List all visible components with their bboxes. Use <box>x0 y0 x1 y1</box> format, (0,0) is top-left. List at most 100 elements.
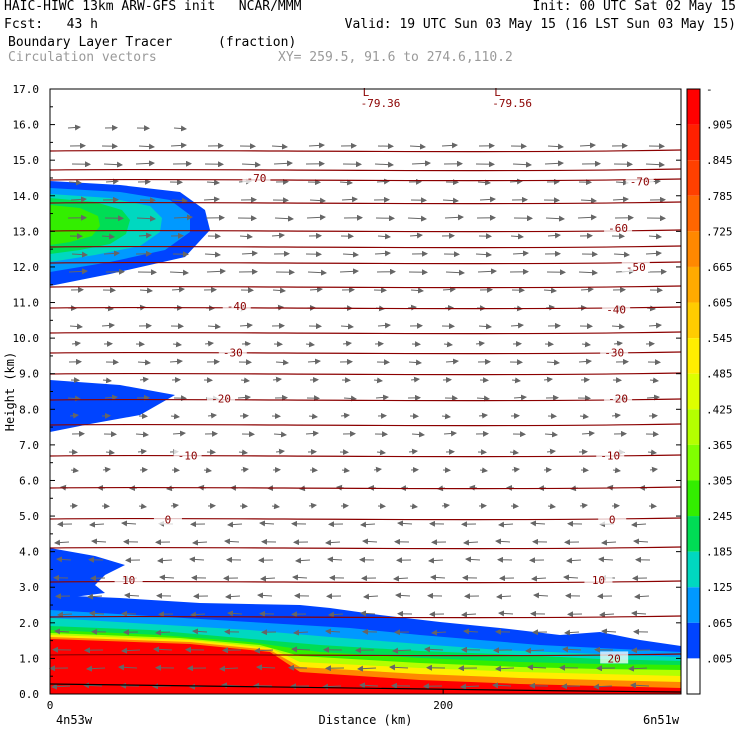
circulation-vector <box>496 593 512 600</box>
isotherm-label-bg <box>602 302 631 315</box>
circulation-vector <box>441 413 451 420</box>
circulation-vectors-layer <box>49 124 667 690</box>
circulation-vector <box>203 196 220 203</box>
circulation-vector <box>441 502 450 509</box>
circulation-vector <box>547 143 564 150</box>
circulation-vector <box>599 611 615 618</box>
x-axis-title: Distance (km) <box>319 713 413 727</box>
circulation-vector <box>57 611 73 618</box>
colorbar-swatch <box>687 587 700 623</box>
header-forecast: Fcst: 43 h <box>4 17 98 32</box>
tracer-elevated-layer-6 <box>50 380 175 432</box>
circulation-vector <box>613 340 623 347</box>
circulation-vector <box>192 628 208 635</box>
tracer-fill-layer <box>50 89 681 694</box>
circulation-vector <box>409 143 426 150</box>
circulation-vector <box>102 377 112 384</box>
circulation-vector <box>360 610 376 617</box>
circulation-vector <box>135 431 149 438</box>
circulation-vector <box>305 430 319 437</box>
circulation-vector <box>411 160 431 167</box>
circulation-vector <box>376 449 386 456</box>
circulation-vector <box>631 610 647 617</box>
colorbar-label: .185 <box>706 546 733 559</box>
circulation-vector <box>105 178 119 185</box>
circulation-vector <box>225 593 241 600</box>
circulation-vector <box>543 376 553 383</box>
circulation-vector <box>579 502 588 509</box>
colorbar-swatch <box>687 658 700 694</box>
isotherm-label-bg <box>218 345 247 358</box>
circulation-vector <box>272 376 282 383</box>
circulation-vector <box>408 448 418 455</box>
circulation-vector <box>138 232 152 239</box>
isotherm-label: -40 <box>606 304 626 317</box>
circulation-vector <box>340 412 350 419</box>
circulation-vector <box>259 520 275 527</box>
circulation-vector <box>407 215 427 222</box>
circulation-vector <box>562 646 582 653</box>
isotherm-label: -70 <box>246 172 266 185</box>
circulation-vector <box>581 341 591 348</box>
circulation-vector <box>601 539 617 546</box>
circulation-vector <box>374 250 391 257</box>
circulation-vector <box>376 178 390 185</box>
circulation-vector <box>463 628 479 635</box>
circulation-vector <box>579 413 589 420</box>
isotherm-line-3 <box>49 178 682 182</box>
circulation-vector <box>373 466 382 473</box>
circulation-vector <box>509 449 519 456</box>
circulation-vector <box>441 142 458 149</box>
colorbar-label: .665 <box>706 261 733 274</box>
circulation-vector <box>410 287 424 294</box>
circulation-vector <box>363 593 379 600</box>
circulation-vector <box>83 682 103 689</box>
isotherm-line-1 <box>49 149 682 153</box>
y-tick-label: 14.0 <box>13 190 40 203</box>
axes-layer: 0.0 1.0 2.0 3.0 4.0 5.0 6.0 7.0 8.0 9.0 10.0 11.0 12… <box>3 83 682 727</box>
isotherm-line-13 <box>49 398 682 402</box>
circulation-vector <box>377 322 391 329</box>
circulation-vector <box>103 161 123 168</box>
header-init: Init: 00 UTC Sat 02 May 15 <box>532 0 737 14</box>
circulation-vector <box>445 269 465 276</box>
circulation-vector <box>101 322 115 329</box>
circulation-vector <box>511 466 520 473</box>
circulation-vector <box>544 431 558 438</box>
circulation-vector <box>271 503 280 510</box>
colorbar-label: .845 <box>706 154 733 167</box>
isotherm-label-bg <box>242 170 271 183</box>
circulation-vector <box>527 664 547 671</box>
circulation-vector <box>139 376 149 383</box>
circulation-vector <box>101 233 115 240</box>
circulation-vector <box>103 250 120 257</box>
circulation-vector <box>137 359 151 366</box>
circulation-vector <box>309 197 326 204</box>
colorbar-swatch <box>687 409 700 445</box>
isotherm-line-21 <box>49 653 682 657</box>
circulation-vector <box>633 538 649 545</box>
circulation-vector <box>56 556 72 563</box>
colorbar-label: .605 <box>706 297 733 310</box>
circulation-vector <box>118 664 138 671</box>
isotherm-label: 10 <box>122 574 135 587</box>
colorbar-label: .365 <box>706 439 733 452</box>
circulation-vector <box>157 557 173 564</box>
circulation-vector <box>531 575 547 582</box>
isotherm-label-bg <box>604 391 633 404</box>
circulation-vector <box>374 161 394 168</box>
circulation-vector <box>395 592 411 599</box>
circulation-vector <box>67 124 81 131</box>
isotherm-line-17 <box>49 517 682 521</box>
circulation-vector <box>295 557 311 564</box>
minimum-value-label: -79.56 <box>492 97 532 110</box>
circulation-vector <box>513 394 527 401</box>
isotherm-label-bg <box>625 174 654 187</box>
isotherm-line-14 <box>49 423 682 427</box>
isotherm-line-2 <box>49 168 682 172</box>
circulation-vector <box>475 340 485 347</box>
isotherm-line-18 <box>49 546 682 550</box>
colorbar-swatch <box>687 160 700 196</box>
y-tick-label: 15.0 <box>13 154 40 167</box>
